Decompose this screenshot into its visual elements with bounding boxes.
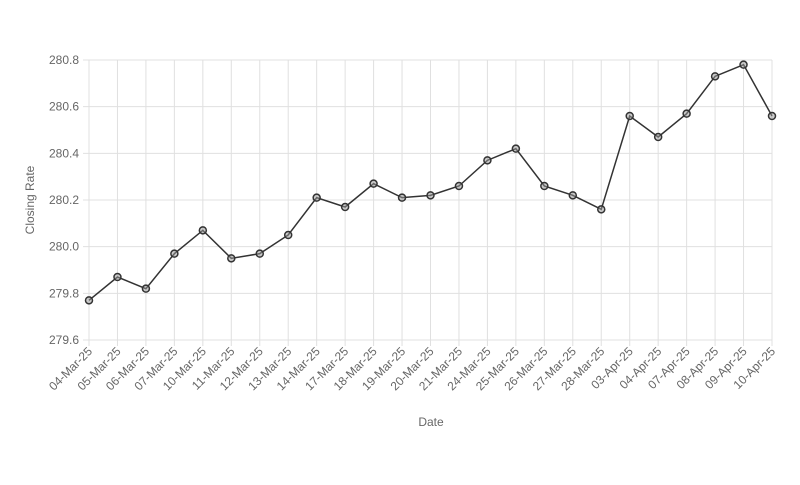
y-tick-label: 280.6 (49, 100, 79, 114)
point (426, 191, 435, 200)
point (597, 205, 606, 214)
y-tick-label: 280.2 (49, 193, 79, 207)
point (540, 181, 549, 191)
x-axis-title: Date (418, 415, 444, 429)
point (454, 181, 464, 191)
point (767, 111, 777, 121)
y-tick-label: 279.8 (49, 286, 79, 300)
y-tick-label: 279.6 (49, 333, 79, 347)
point (141, 284, 151, 293)
point (369, 179, 378, 188)
point (511, 144, 521, 153)
point (568, 191, 578, 200)
point (653, 132, 663, 142)
y-tick-label: 280.4 (49, 146, 79, 160)
y-axis-title: Closing Rate (23, 165, 37, 234)
y-tick-label: 280.8 (49, 53, 79, 67)
point (710, 72, 720, 81)
point (682, 109, 691, 118)
point (198, 226, 208, 235)
y-tick-label: 280.0 (49, 240, 79, 254)
point (625, 111, 634, 121)
point (739, 60, 748, 69)
point (340, 202, 350, 212)
point (312, 193, 321, 202)
point (397, 193, 407, 202)
point (113, 272, 122, 282)
point (227, 254, 236, 263)
point (483, 156, 492, 165)
point (170, 249, 179, 258)
point (255, 249, 264, 258)
point (84, 296, 94, 305)
point (283, 230, 293, 240)
